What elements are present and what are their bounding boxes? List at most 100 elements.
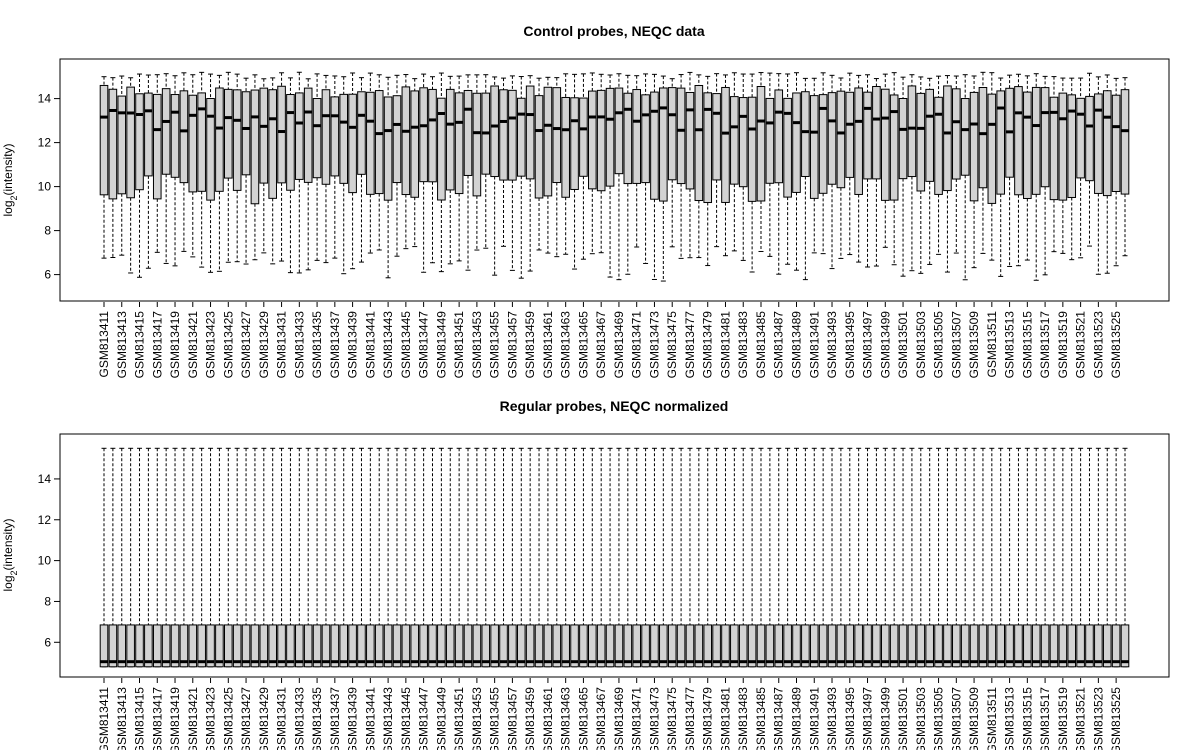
x-tick-label: GSM813417 [150,687,164,750]
box-iqr [499,89,508,181]
box-8 [170,75,180,267]
box-iqr [960,624,970,668]
box-39 [445,75,455,265]
box-iqr [1023,91,1032,199]
box-2 [117,447,127,668]
x-tick-label: GSM813509 [967,687,981,750]
box-98 [969,75,979,269]
box-iqr [144,624,153,668]
box-46 [508,447,517,668]
box-107 [1049,447,1059,668]
box-iqr [232,89,242,191]
box-iqr [650,91,659,200]
x-tick-label: GSM813523 [1091,311,1105,379]
box-iqr [179,90,189,184]
box-iqr [1040,624,1050,668]
box-iqr [836,624,846,668]
box-iqr [250,624,260,668]
box-iqr [330,624,340,668]
x-tick-label: GSM813413 [115,311,129,379]
box-58 [614,447,624,668]
box-iqr [783,97,792,198]
box-iqr [1085,95,1094,182]
box-iqr [685,91,695,190]
box-39 [445,447,455,668]
box-iqr [312,98,322,179]
box-76 [774,447,784,668]
x-tick-label: GSM813483 [736,687,750,750]
box-16 [241,447,251,668]
box-iqr [641,624,650,668]
x-tick-label: GSM813455 [488,311,502,379]
box-iqr [348,624,357,668]
box-105 [1031,73,1041,281]
box-iqr [854,87,863,195]
box-69 [712,73,721,248]
box-iqr [783,624,792,668]
y-tick-label: 14 [38,92,52,106]
y-tick-label: 10 [38,180,52,194]
box-45 [499,447,508,668]
box-64 [667,447,677,668]
box-25 [321,74,331,264]
x-tick-label: GSM813455 [488,687,502,750]
box-iqr [934,96,943,195]
box-iqr [925,624,934,668]
x-tick-label: GSM813497 [861,687,875,750]
box-7 [161,73,171,264]
box-40 [454,447,464,668]
box-108 [1058,77,1068,254]
box-iqr [1031,624,1041,668]
box-iqr [1067,94,1077,198]
box-24 [312,447,322,668]
box-111 [1085,447,1094,668]
box-22 [295,447,304,668]
x-tick-label: GSM813493 [825,687,839,750]
box-11 [197,71,206,268]
box-47 [516,76,526,279]
box-iqr [898,98,908,180]
x-tick-label: GSM813425 [221,311,235,379]
x-tick-label: GSM813515 [1020,687,1034,750]
box-36 [419,447,428,668]
box-101 [996,77,1006,277]
box-iqr [880,624,890,668]
box-83 [836,77,846,259]
box-iqr [1102,624,1112,668]
box-iqr [978,624,988,668]
x-tick-label: GSM813507 [949,311,963,379]
x-tick-label: GSM813457 [505,687,519,750]
box-iqr [348,93,357,194]
x-tick-label: GSM813421 [186,311,200,379]
box-iqr [179,624,189,668]
box-19 [268,77,277,265]
box-iqr [126,86,135,199]
x-tick-label: GSM813443 [381,311,395,379]
box-34 [401,447,411,668]
box-59 [623,74,633,275]
box-iqr [321,624,331,668]
box-iqr [437,624,446,668]
box-38 [437,447,446,668]
x-tick-label: GSM813467 [594,311,608,379]
y-tick-label: 14 [38,472,52,486]
box-iqr [1094,624,1103,668]
box-iqr [863,91,872,180]
box-iqr [277,85,286,184]
x-tick-label: GSM813457 [505,311,519,379]
box-iqr [641,94,650,184]
box-iqr [463,89,473,176]
x-tick-label: GSM813505 [932,687,946,750]
box-iqr [516,97,526,177]
y-tick-label: 8 [44,594,51,608]
box-73 [747,447,757,668]
x-tick-label: GSM813477 [683,311,697,379]
box-iqr [303,87,313,183]
box-36 [419,73,428,273]
x-tick-label: GSM813485 [754,311,768,379]
x-tick-label: GSM813473 [647,311,661,379]
box-iqr [286,94,295,191]
box-iqr [730,624,739,668]
box-90 [898,447,908,668]
box-110 [1076,447,1085,668]
